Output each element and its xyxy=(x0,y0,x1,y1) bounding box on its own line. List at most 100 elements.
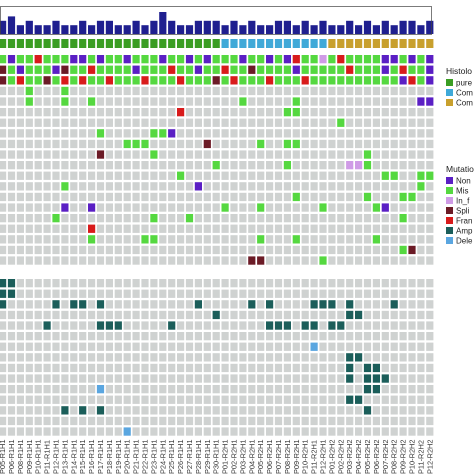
mutation-cell xyxy=(70,76,78,85)
empty-cell xyxy=(96,279,105,288)
empty-cell xyxy=(310,139,318,149)
empty-cell xyxy=(328,161,336,170)
empty-cell xyxy=(0,224,7,233)
empty-cell xyxy=(212,245,220,255)
empty-cell xyxy=(426,385,434,394)
empty-cell xyxy=(408,256,416,265)
empty-cell xyxy=(274,235,283,244)
empty-cell xyxy=(159,171,167,180)
sample-tick-label: P18-R1H1 xyxy=(105,439,114,474)
histology-cell xyxy=(159,39,167,48)
sample-tick-label: P06-R2H1 xyxy=(265,439,274,474)
empty-cell xyxy=(34,427,42,436)
empty-cell xyxy=(346,245,354,255)
empty-cell xyxy=(417,235,425,244)
empty-cell xyxy=(25,416,33,426)
empty-cell xyxy=(266,363,274,373)
empty-cell xyxy=(96,139,105,149)
empty-cell xyxy=(123,395,131,404)
mutation-cell xyxy=(105,76,113,85)
empty-cell xyxy=(79,416,87,426)
empty-cell xyxy=(426,161,434,170)
mutation-cell xyxy=(52,76,60,85)
empty-cell xyxy=(52,321,60,330)
mutation-cell xyxy=(301,55,309,64)
empty-cell xyxy=(7,129,16,138)
empty-cell xyxy=(426,245,434,255)
empty-cell xyxy=(70,321,78,330)
empty-cell xyxy=(79,171,87,180)
burden-bar xyxy=(390,25,398,34)
empty-cell xyxy=(274,406,283,415)
empty-cell xyxy=(79,224,87,233)
empty-cell xyxy=(319,406,327,415)
empty-cell xyxy=(132,235,140,244)
mutation-cell xyxy=(212,161,220,170)
empty-cell xyxy=(355,300,363,309)
empty-cell xyxy=(203,395,211,404)
empty-cell xyxy=(212,203,220,212)
empty-cell xyxy=(257,385,265,394)
empty-cell xyxy=(132,416,140,426)
mutation-cell xyxy=(257,256,265,265)
empty-cell xyxy=(123,129,131,138)
histology-cell xyxy=(408,39,416,48)
empty-cell xyxy=(274,427,283,436)
empty-cell xyxy=(61,214,69,223)
empty-cell xyxy=(132,321,140,330)
empty-cell xyxy=(168,342,176,351)
mutation-cell xyxy=(79,406,87,415)
empty-cell xyxy=(310,171,318,180)
mutation-cell xyxy=(399,55,407,64)
empty-cell xyxy=(43,416,51,426)
empty-cell xyxy=(159,427,167,436)
empty-cell xyxy=(132,97,140,106)
empty-cell xyxy=(150,395,158,404)
empty-cell xyxy=(221,129,229,138)
empty-cell xyxy=(310,161,318,170)
empty-cell xyxy=(381,289,389,298)
empty-cell xyxy=(185,395,194,404)
empty-cell xyxy=(328,139,336,149)
empty-cell xyxy=(34,235,42,244)
empty-cell xyxy=(150,353,158,362)
empty-cell xyxy=(70,279,78,288)
empty-cell xyxy=(399,342,407,351)
empty-cell xyxy=(203,353,211,362)
empty-cell xyxy=(381,118,389,127)
empty-cell xyxy=(355,363,363,373)
empty-cell xyxy=(79,182,87,191)
empty-cell xyxy=(274,310,283,320)
mutation-cell xyxy=(328,65,336,74)
empty-cell xyxy=(123,300,131,309)
empty-cell xyxy=(96,363,105,373)
empty-cell xyxy=(230,118,238,127)
empty-cell xyxy=(408,161,416,170)
empty-cell xyxy=(230,214,238,223)
empty-cell xyxy=(417,416,425,426)
empty-cell xyxy=(177,385,185,394)
mutation-cell xyxy=(123,55,131,64)
empty-cell xyxy=(185,203,194,212)
empty-cell xyxy=(105,161,113,170)
empty-cell xyxy=(408,353,416,362)
empty-cell xyxy=(114,235,122,244)
empty-cell xyxy=(88,118,96,127)
empty-cell xyxy=(114,214,122,223)
empty-cell xyxy=(221,427,229,436)
sample-tick-label: P04-R2H1 xyxy=(247,439,256,474)
empty-cell xyxy=(34,416,42,426)
empty-cell xyxy=(52,342,60,351)
empty-cell xyxy=(266,289,274,298)
empty-cell xyxy=(346,214,354,223)
empty-cell xyxy=(408,363,416,373)
empty-cell xyxy=(212,235,220,244)
histology-cell xyxy=(212,39,220,48)
empty-cell xyxy=(363,86,372,96)
empty-cell xyxy=(346,289,354,298)
empty-cell xyxy=(221,171,229,180)
mutation-cell xyxy=(61,203,69,212)
empty-cell xyxy=(34,289,42,298)
empty-cell xyxy=(194,118,202,127)
sample-tick-label: P01-R2H1 xyxy=(221,439,230,474)
